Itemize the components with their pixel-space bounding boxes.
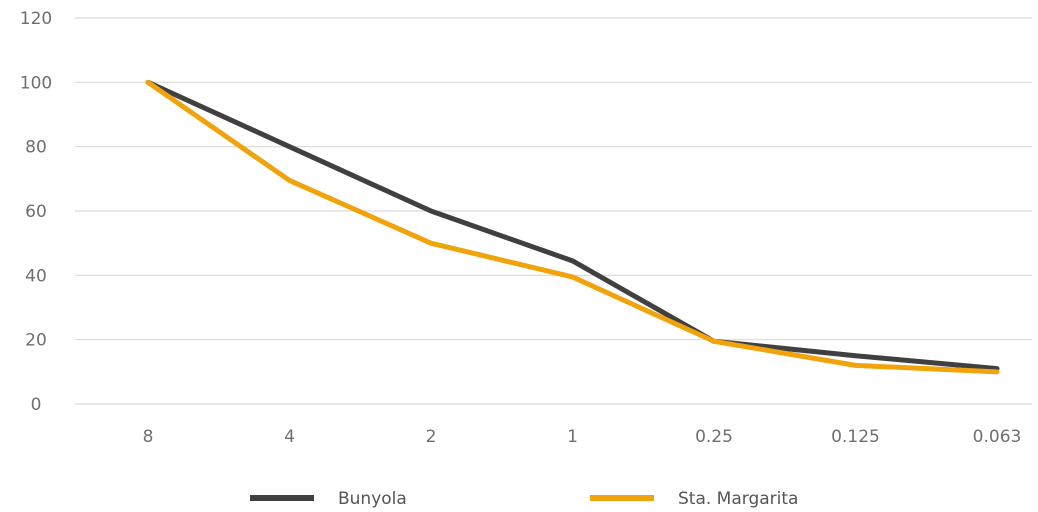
series-line-sta-margarita [145, 79, 1000, 375]
y-tick-label: 80 [25, 138, 47, 158]
x-tick-label: 4 [284, 427, 295, 447]
legend: Bunyola Sta. Margarita [250, 489, 798, 509]
x-axis-ticks: 8 4 2 1 0.25 0.125 0.063 [143, 427, 1022, 447]
x-tick-label: 1 [567, 427, 578, 447]
y-tick-label: 20 [25, 331, 47, 351]
legend-label-sta-margarita: Sta. Margarita [678, 489, 798, 509]
series-line-bunyola [145, 79, 1000, 372]
x-tick-label: 0.063 [973, 427, 1022, 447]
y-tick-label: 60 [25, 202, 47, 222]
y-axis-ticks: 0 20 40 60 80 100 120 [20, 9, 52, 415]
y-tick-label: 120 [20, 9, 52, 29]
x-tick-label: 0.25 [695, 427, 733, 447]
series-lines [145, 79, 1000, 375]
x-tick-label: 2 [426, 427, 437, 447]
y-tick-label: 100 [20, 73, 52, 93]
x-tick-label: 0.125 [831, 427, 880, 447]
y-tick-label: 40 [25, 266, 47, 286]
gridlines [75, 17, 1032, 405]
legend-label-bunyola: Bunyola [338, 489, 407, 509]
x-tick-label: 8 [143, 427, 154, 447]
y-tick-label: 0 [31, 395, 42, 415]
